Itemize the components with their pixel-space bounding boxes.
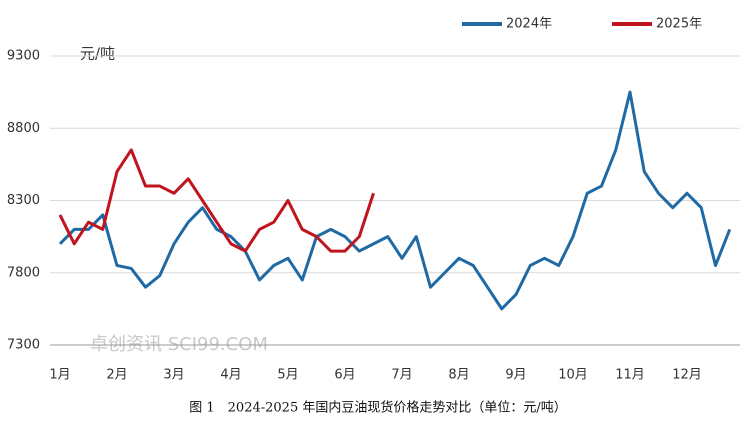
y-tick-label: 7300: [7, 338, 40, 353]
x-tick-label: 4月: [220, 368, 241, 383]
x-tick-label: 3月: [163, 368, 184, 383]
x-tick-label: 2月: [106, 368, 127, 383]
y-tick-label: 7800: [7, 265, 40, 280]
y-axis-label: 元/吨: [80, 45, 115, 63]
x-tick-label: 7月: [391, 368, 412, 383]
x-tick-label: 5月: [277, 368, 298, 383]
legend-label: 2025年: [656, 17, 702, 32]
x-tick-label: 12月: [672, 368, 702, 383]
caption: 图 1 2024-2025 年国内豆油现货价格走势对比（单位：元/吨）: [189, 400, 566, 416]
legend-label: 2024年: [506, 17, 552, 32]
x-tick-label: 9月: [505, 368, 526, 383]
x-tick-label: 8月: [448, 368, 469, 383]
series-line: [58, 90, 732, 311]
x-tick-label: 10月: [558, 368, 588, 383]
y-tick-label: 9300: [7, 49, 40, 64]
x-tick-label: 11月: [615, 368, 645, 383]
series-line: [58, 148, 375, 253]
y-tick-label: 8800: [7, 121, 40, 136]
x-tick-label: 6月: [334, 368, 355, 383]
x-tick-label: 1月: [49, 368, 70, 383]
y-tick-label: 8300: [7, 193, 40, 208]
